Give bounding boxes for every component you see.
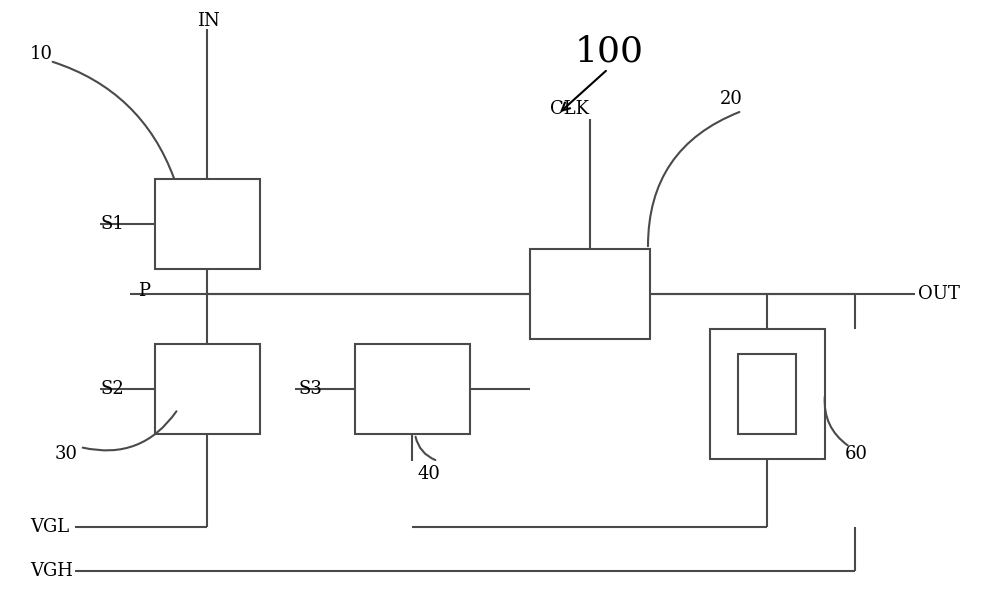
Text: IN: IN bbox=[197, 12, 219, 30]
Bar bbox=[738, 354, 796, 434]
Text: 10: 10 bbox=[30, 45, 53, 63]
Text: S1: S1 bbox=[100, 215, 124, 233]
Text: OUT: OUT bbox=[918, 285, 960, 303]
Text: CLK: CLK bbox=[550, 100, 589, 118]
Bar bbox=[355, 344, 470, 434]
Bar bbox=[155, 344, 260, 434]
Text: VGH: VGH bbox=[30, 562, 73, 580]
Text: 40: 40 bbox=[418, 465, 441, 483]
Bar bbox=[155, 179, 260, 269]
Text: S3: S3 bbox=[298, 380, 322, 398]
Text: 100: 100 bbox=[575, 34, 644, 68]
Bar bbox=[710, 329, 825, 459]
Text: P: P bbox=[138, 282, 150, 300]
Text: 20: 20 bbox=[720, 90, 743, 108]
Text: 60: 60 bbox=[845, 445, 868, 463]
Text: VGL: VGL bbox=[30, 518, 69, 536]
Text: S2: S2 bbox=[100, 380, 124, 398]
Text: 30: 30 bbox=[55, 445, 78, 463]
Bar bbox=[530, 249, 650, 339]
